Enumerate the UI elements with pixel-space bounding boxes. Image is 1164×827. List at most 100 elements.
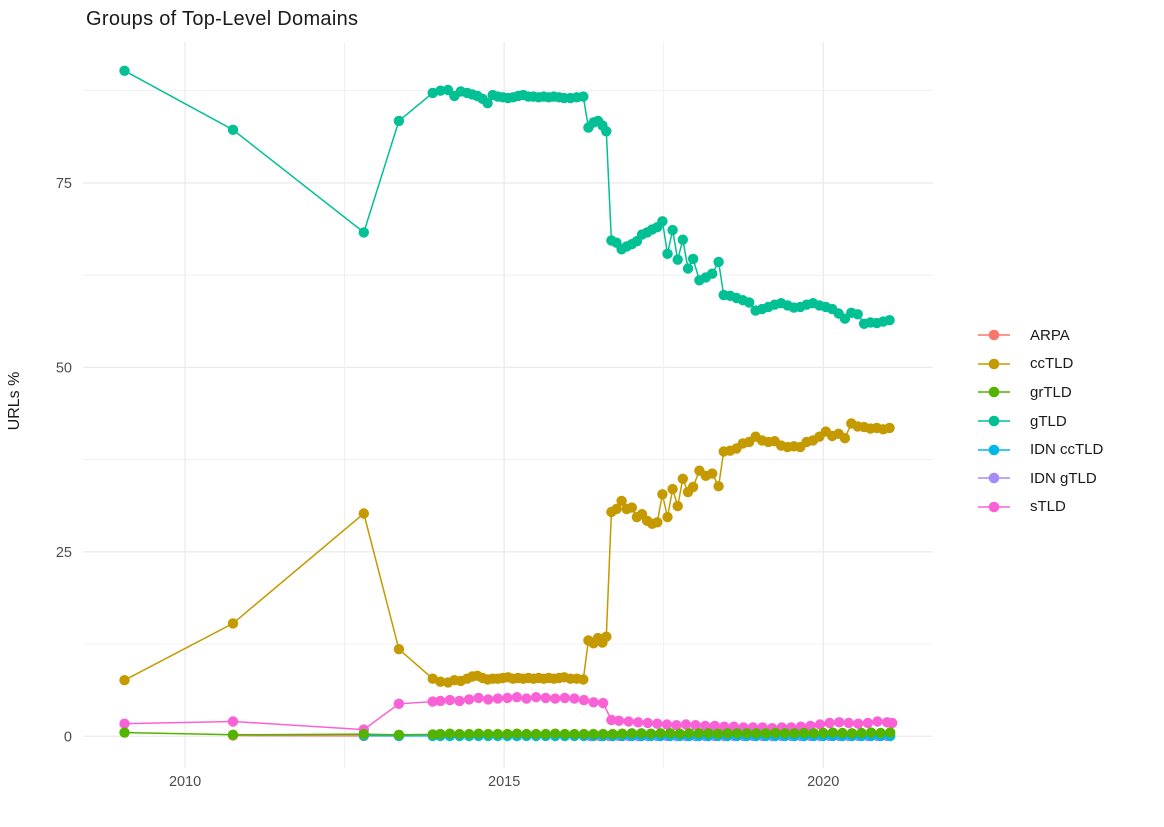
data-point <box>435 85 446 96</box>
data-point <box>597 697 609 709</box>
data-point <box>636 728 647 739</box>
axis-tick-label-y: 75 <box>56 176 72 192</box>
legend-item-ccTLD: ccTLD <box>978 350 1103 379</box>
axis-tick-label-y: 25 <box>56 545 72 561</box>
data-point <box>483 728 494 740</box>
data-point <box>492 693 503 704</box>
legend-key-icon <box>978 444 1010 455</box>
data-point <box>837 727 848 739</box>
data-point <box>808 728 819 739</box>
data-point <box>664 728 676 739</box>
data-point <box>559 692 570 704</box>
data-point <box>814 719 826 730</box>
data-point <box>119 65 130 77</box>
data-point <box>818 727 829 739</box>
data-point <box>741 728 752 739</box>
data-point <box>588 728 599 740</box>
data-point <box>626 502 637 513</box>
data-point <box>672 500 683 512</box>
chart-title: Groups of Top-Level Domains <box>86 8 359 30</box>
data-point <box>667 483 678 495</box>
data-point <box>672 254 683 265</box>
data-point <box>119 718 130 729</box>
axis-tick-label-y: 50 <box>56 360 72 376</box>
legend-key-dot <box>988 501 1000 513</box>
data-point <box>865 727 877 738</box>
data-point <box>227 124 239 135</box>
data-point <box>617 728 628 739</box>
data-point <box>722 728 733 739</box>
data-point <box>492 728 503 740</box>
axis-tick-label-y: 0 <box>64 729 72 745</box>
data-point <box>652 517 663 528</box>
data-point <box>358 227 369 238</box>
data-point <box>843 717 854 729</box>
data-point <box>393 698 405 709</box>
data-point <box>652 718 663 729</box>
legend-key-icon <box>978 358 1010 370</box>
data-point <box>824 717 835 729</box>
data-point <box>454 728 465 740</box>
data-point <box>540 728 551 740</box>
data-point <box>393 115 405 127</box>
data-point <box>667 224 678 236</box>
data-point <box>427 729 438 740</box>
data-point <box>227 729 239 740</box>
data-point <box>674 728 685 739</box>
data-point <box>662 248 673 259</box>
data-point <box>227 716 239 727</box>
data-point <box>798 727 810 739</box>
data-point <box>611 503 622 515</box>
data-point <box>521 728 532 740</box>
data-point <box>530 692 542 703</box>
data-point <box>657 216 668 227</box>
data-point <box>642 717 653 729</box>
data-point <box>671 720 682 731</box>
data-point <box>626 728 637 739</box>
legend-label: IDN ccTLD <box>1030 441 1104 459</box>
data-point <box>655 728 666 739</box>
data-point <box>578 728 590 740</box>
series-line-ccTLD <box>124 422 890 684</box>
data-point <box>511 692 523 703</box>
data-point <box>540 692 551 704</box>
axis-tick-label-x: 2015 <box>488 774 520 790</box>
data-point <box>645 728 657 739</box>
data-point <box>521 693 532 704</box>
data-point <box>623 716 634 727</box>
data-point <box>588 697 599 708</box>
data-point <box>713 481 724 492</box>
legend-item-grTLD: grTLD <box>978 378 1103 407</box>
legend-key-icon <box>978 415 1010 427</box>
data-point <box>661 719 673 730</box>
data-point <box>687 481 699 493</box>
axis-tick-label-x: 2010 <box>169 774 201 790</box>
data-point <box>884 315 895 326</box>
data-point <box>616 495 627 507</box>
legend-key-dot <box>988 358 1000 370</box>
data-point <box>884 422 895 434</box>
data-point <box>770 727 781 739</box>
data-point <box>684 728 695 739</box>
data-point <box>444 694 456 706</box>
data-point <box>597 728 609 740</box>
data-point <box>690 720 701 731</box>
data-point <box>393 729 405 740</box>
data-point <box>550 728 561 739</box>
data-point <box>852 309 863 320</box>
data-point <box>846 728 858 739</box>
legend-key-icon <box>978 501 1010 513</box>
data-point <box>550 693 561 704</box>
data-point <box>601 126 612 137</box>
data-point <box>444 728 456 739</box>
data-point <box>393 644 405 655</box>
legend-label: gTLD <box>1030 412 1067 430</box>
data-point <box>887 717 898 729</box>
data-point <box>569 693 580 704</box>
data-point <box>559 728 570 740</box>
data-point <box>227 618 239 629</box>
legend-item-sTLD: sTLD <box>978 493 1103 522</box>
data-point <box>693 728 704 739</box>
data-point <box>707 468 718 479</box>
